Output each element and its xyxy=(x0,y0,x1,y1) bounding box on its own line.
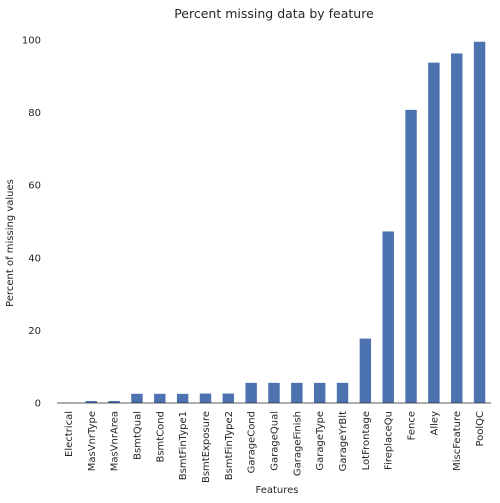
bar-bsmtfintype2 xyxy=(222,393,235,403)
bar-miscfeature xyxy=(451,53,463,403)
bar-alley xyxy=(428,62,440,403)
bar-bsmtcond xyxy=(154,393,166,403)
x-tick-label: BsmtCond xyxy=(155,411,166,463)
bar-garagequal xyxy=(268,382,280,403)
bar-masvnrtype xyxy=(85,401,97,403)
bar-fireplacequ xyxy=(382,231,394,403)
bar-bsmtfintype1 xyxy=(176,393,189,403)
bar-garagetype xyxy=(313,382,326,403)
x-tick-label: MiscFeature xyxy=(452,411,463,471)
y-tick-label: 60 xyxy=(28,181,41,192)
bars-group xyxy=(62,41,486,403)
x-tick-label: Electrical xyxy=(64,411,75,457)
bar-bsmtexposure xyxy=(199,393,212,403)
y-tick-labels: 0 20 40 60 80 100 xyxy=(22,36,41,410)
bar-poolqc xyxy=(473,41,486,403)
bar-garagefinish xyxy=(291,382,303,403)
x-tick-label: GarageFinish xyxy=(292,411,303,476)
x-tick-label: LotFrontage xyxy=(361,411,372,470)
x-tick-label: BsmtFinType1 xyxy=(178,411,189,480)
bar-bsmtqual xyxy=(131,393,143,403)
y-tick-label: 0 xyxy=(35,399,41,410)
bar-garageyrblt xyxy=(336,382,349,403)
x-tick-label: BsmtQual xyxy=(132,411,143,460)
bar-fence xyxy=(405,109,417,403)
x-tick-label: GarageYrBlt xyxy=(338,411,349,471)
y-axis-label: Percent of missing values xyxy=(5,179,16,307)
x-tick-label: Fence xyxy=(407,411,418,440)
bar-masvnrarea xyxy=(108,401,120,403)
y-tick-label: 80 xyxy=(28,108,41,119)
chart-title: Percent missing data by feature xyxy=(174,6,374,21)
x-tick-label: BsmtExposure xyxy=(201,411,212,483)
y-tick-label: 100 xyxy=(22,36,41,47)
bar-lotfrontage xyxy=(359,338,372,403)
x-tick-label: FireplaceQu xyxy=(384,411,395,470)
x-tick-label: GarageType xyxy=(315,411,326,471)
x-tick-label: PoolQC xyxy=(475,411,486,447)
x-tick-labels: Electrical MasVnrType MasVnrArea BsmtQual Bs… xyxy=(64,411,486,483)
x-tick-label: MasVnrArea xyxy=(110,411,121,471)
x-tick-label: BsmtFinType2 xyxy=(224,411,235,480)
x-tick-label: GarageCond xyxy=(247,411,258,473)
y-tick-label: 40 xyxy=(28,253,41,264)
x-tick-label: MasVnrType xyxy=(87,411,98,471)
y-tick-label: 20 xyxy=(28,326,41,337)
x-tick-label: GarageQual xyxy=(270,411,281,471)
x-axis-label: Features xyxy=(256,485,299,496)
x-tick-label: Alley xyxy=(429,411,440,436)
bar-garagecond xyxy=(245,382,257,403)
